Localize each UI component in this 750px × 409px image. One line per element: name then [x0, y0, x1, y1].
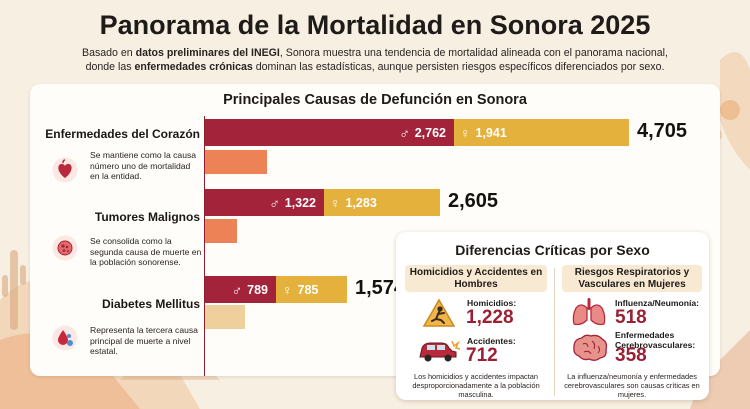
category-label: Diabetes Mellitus [101, 297, 200, 311]
male-icon: ♂ [399, 124, 410, 141]
homicides-value: 1,228 [466, 307, 514, 328]
accidents-value: 712 [466, 345, 498, 366]
falling-person-icon [422, 298, 456, 327]
accent-bar [205, 305, 245, 329]
cell-icon [52, 235, 78, 261]
differences-title: Diferencias Críticas por Sexo [455, 242, 650, 258]
accent-bar [205, 219, 237, 243]
male-icon: ♂ [231, 281, 243, 298]
bar-women: ♀ 1,941 [454, 119, 629, 146]
women-heading: Riesgos Respiratorios y Vasculares en Mu… [562, 265, 702, 292]
female-icon: ♀ [282, 281, 293, 298]
brain-icon [573, 334, 608, 361]
car-crash-icon [419, 340, 460, 362]
accidents-label: Accidentes: [467, 336, 516, 346]
category-note: Se consolida como la segunda causa de mu… [90, 236, 202, 267]
bar-total-label: 1,574 [355, 277, 406, 299]
influenza-value: 518 [615, 307, 647, 328]
bar-men: ♂ 789 [205, 276, 276, 303]
blood-drops-icon [52, 325, 78, 351]
category-note: Se mantiene como la causa número uno de … [90, 150, 197, 181]
lungs-icon [572, 298, 606, 326]
male-icon: ♂ [269, 194, 280, 211]
intro-text: Basado en datos preliminares del INEGI, … [82, 47, 668, 73]
bar-men: ♂ 2,762 [205, 119, 454, 146]
cerebrovascular-value: 358 [615, 345, 647, 366]
category-label: Enfermedades del Corazón [45, 127, 200, 141]
bar-total-label: 2,605 [448, 190, 499, 212]
page-title: Panorama de la Mortalidad en Sonora 2025 [99, 10, 651, 40]
bar-men-value: 1,322 [284, 195, 316, 210]
men-note: Los homicidios y accidentes impactan des… [412, 372, 540, 399]
influenza-label: Influenza/Neumonía: [615, 298, 700, 308]
bar-men-value: 789 [247, 282, 268, 297]
women-note: La influenza/neumonía y enfermedades cer… [564, 372, 700, 399]
homicides-label: Homicidios: [467, 298, 517, 308]
chart-title: Principales Causas de Defunción en Sonor… [223, 92, 527, 108]
bar-women-value: 1,283 [345, 195, 377, 210]
bar-women-value: 1,941 [475, 125, 507, 140]
bar-men: ♂ 1,322 [205, 189, 324, 216]
differences-divider [554, 268, 555, 396]
category-label: Tumores Malignos [94, 210, 200, 224]
female-icon: ♀ [330, 194, 341, 211]
bar-women-value: 785 [297, 282, 319, 297]
heart-icon [52, 157, 78, 183]
bar-women: ♀ 1,283 [324, 189, 440, 216]
cerebrovascular-label: Enfermedades Cerebrovasculares: [615, 330, 696, 350]
chart-axis-line [204, 116, 205, 376]
female-icon: ♀ [460, 124, 471, 141]
bar-total-label: 4,705 [637, 120, 688, 142]
bar-men-value: 2,762 [414, 125, 446, 140]
category-note: Representa la tercera causa principal de… [90, 325, 198, 356]
bar-women: ♀ 785 [276, 276, 347, 303]
men-heading: Homicidios y Accidentes en Hombres [405, 265, 547, 292]
accent-bar [205, 150, 267, 174]
